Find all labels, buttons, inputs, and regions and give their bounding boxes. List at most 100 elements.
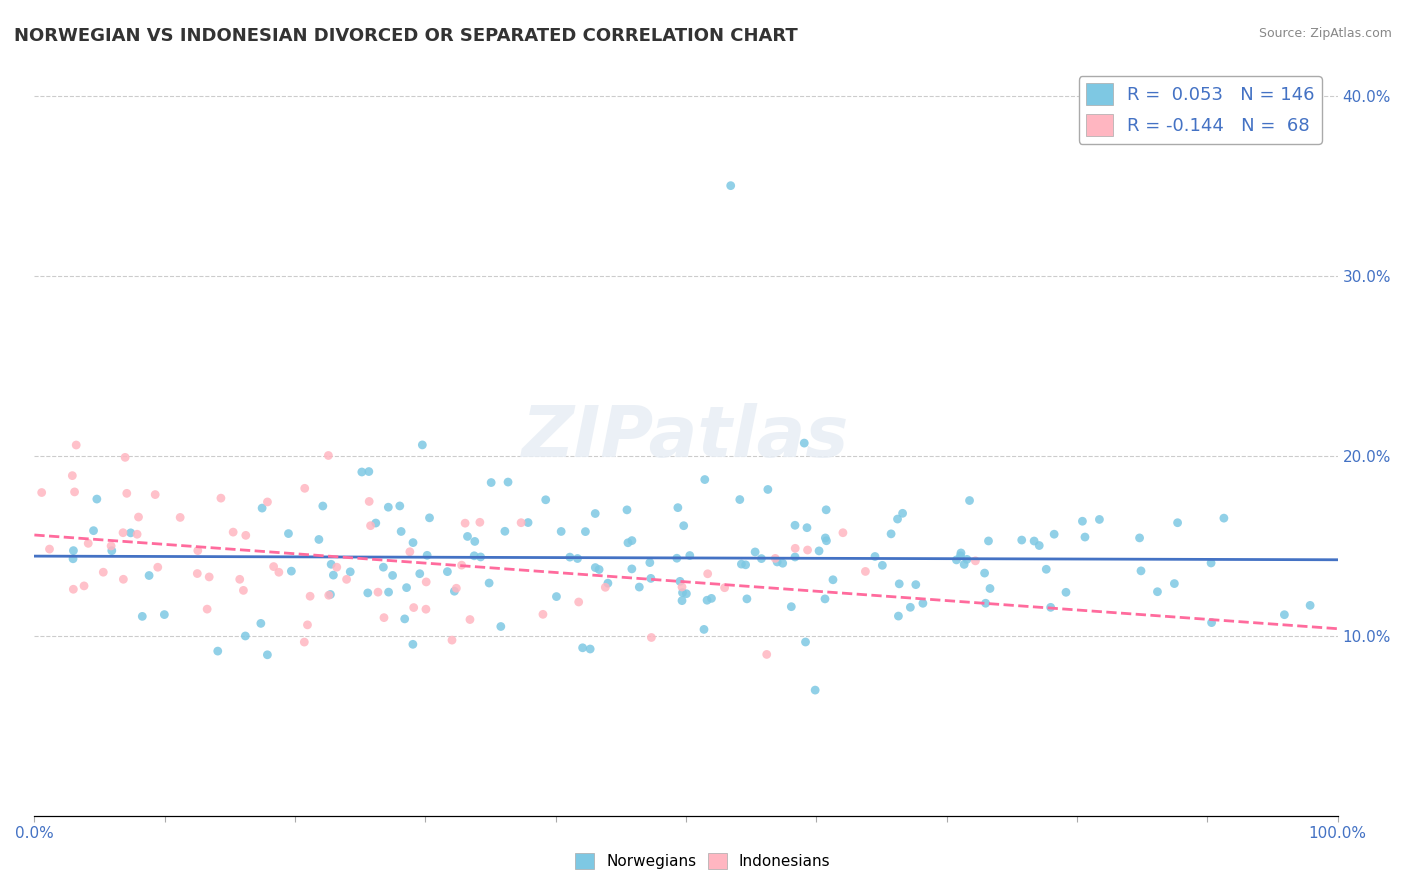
Point [1035,562,1057,576]
Point [793,436,815,450]
Point [127,527,149,541]
Point [949,549,972,563]
Legend: Norwegians, Indonesians: Norwegians, Indonesians [569,847,837,875]
Point [77,536,100,550]
Point [804,683,827,698]
Point [1043,527,1066,541]
Point [583,507,606,521]
Point [446,581,468,595]
Point [1088,512,1111,526]
Point [402,637,425,651]
Point [1054,585,1077,599]
Point [457,529,479,543]
Point [671,585,693,599]
Point [402,535,425,549]
Point [101,543,124,558]
Point [389,524,412,539]
Point [381,568,404,582]
Point [62,543,84,558]
Point [821,573,844,587]
Point [973,566,995,580]
Point [1199,556,1222,570]
Point [319,587,342,601]
Point [872,558,894,573]
Point [720,178,742,193]
Point [1274,607,1296,622]
Text: ZIPatlas: ZIPatlas [522,403,849,472]
Point [411,438,433,452]
Point [772,556,794,570]
Point [891,506,914,520]
Point [616,503,638,517]
Point [596,576,619,591]
Point [62,551,84,566]
Point [953,558,976,572]
Point [574,524,596,539]
Point [364,516,387,530]
Point [367,585,389,599]
Point [100,539,122,553]
Point [83,524,105,538]
Point [640,631,662,645]
Point [956,552,979,566]
Point [949,546,972,560]
Point [496,475,519,489]
Point [744,545,766,559]
Point [1024,534,1046,549]
Point [398,545,420,559]
Point [195,602,218,616]
Point [588,562,610,576]
Point [454,516,477,531]
Point [671,580,693,594]
Point [463,549,485,563]
Point [783,549,806,564]
Point [751,551,773,566]
Point [63,484,86,499]
Text: Source: ZipAtlas.com: Source: ZipAtlas.com [1258,27,1392,40]
Point [863,549,886,564]
Point [568,595,591,609]
Point [1129,531,1152,545]
Point [808,544,831,558]
Point [232,583,254,598]
Point [209,491,232,505]
Point [814,591,837,606]
Point [696,566,718,581]
Point [263,559,285,574]
Point [693,473,716,487]
Point [229,572,252,586]
Point [780,599,803,614]
Point [579,642,602,657]
Point [267,566,290,580]
Point [112,525,135,540]
Point [207,644,229,658]
Point [292,635,315,649]
Point [1039,600,1062,615]
Point [815,503,838,517]
Point [440,633,463,648]
Point [297,618,319,632]
Point [350,465,373,479]
Point [675,587,697,601]
Point [1130,564,1153,578]
Point [1011,533,1033,547]
Point [794,635,817,649]
Point [60,468,83,483]
Point [308,533,330,547]
Point [1163,576,1185,591]
Point [153,607,176,622]
Point [409,566,432,581]
Point [250,501,273,516]
Point [131,609,153,624]
Point [322,568,344,582]
Point [567,551,589,566]
Point [756,483,779,497]
Point [904,577,927,591]
Point [115,486,138,500]
Point [911,596,934,610]
Point [945,553,967,567]
Point [735,591,758,606]
Point [665,551,688,566]
Point [979,582,1001,596]
Point [595,580,617,594]
